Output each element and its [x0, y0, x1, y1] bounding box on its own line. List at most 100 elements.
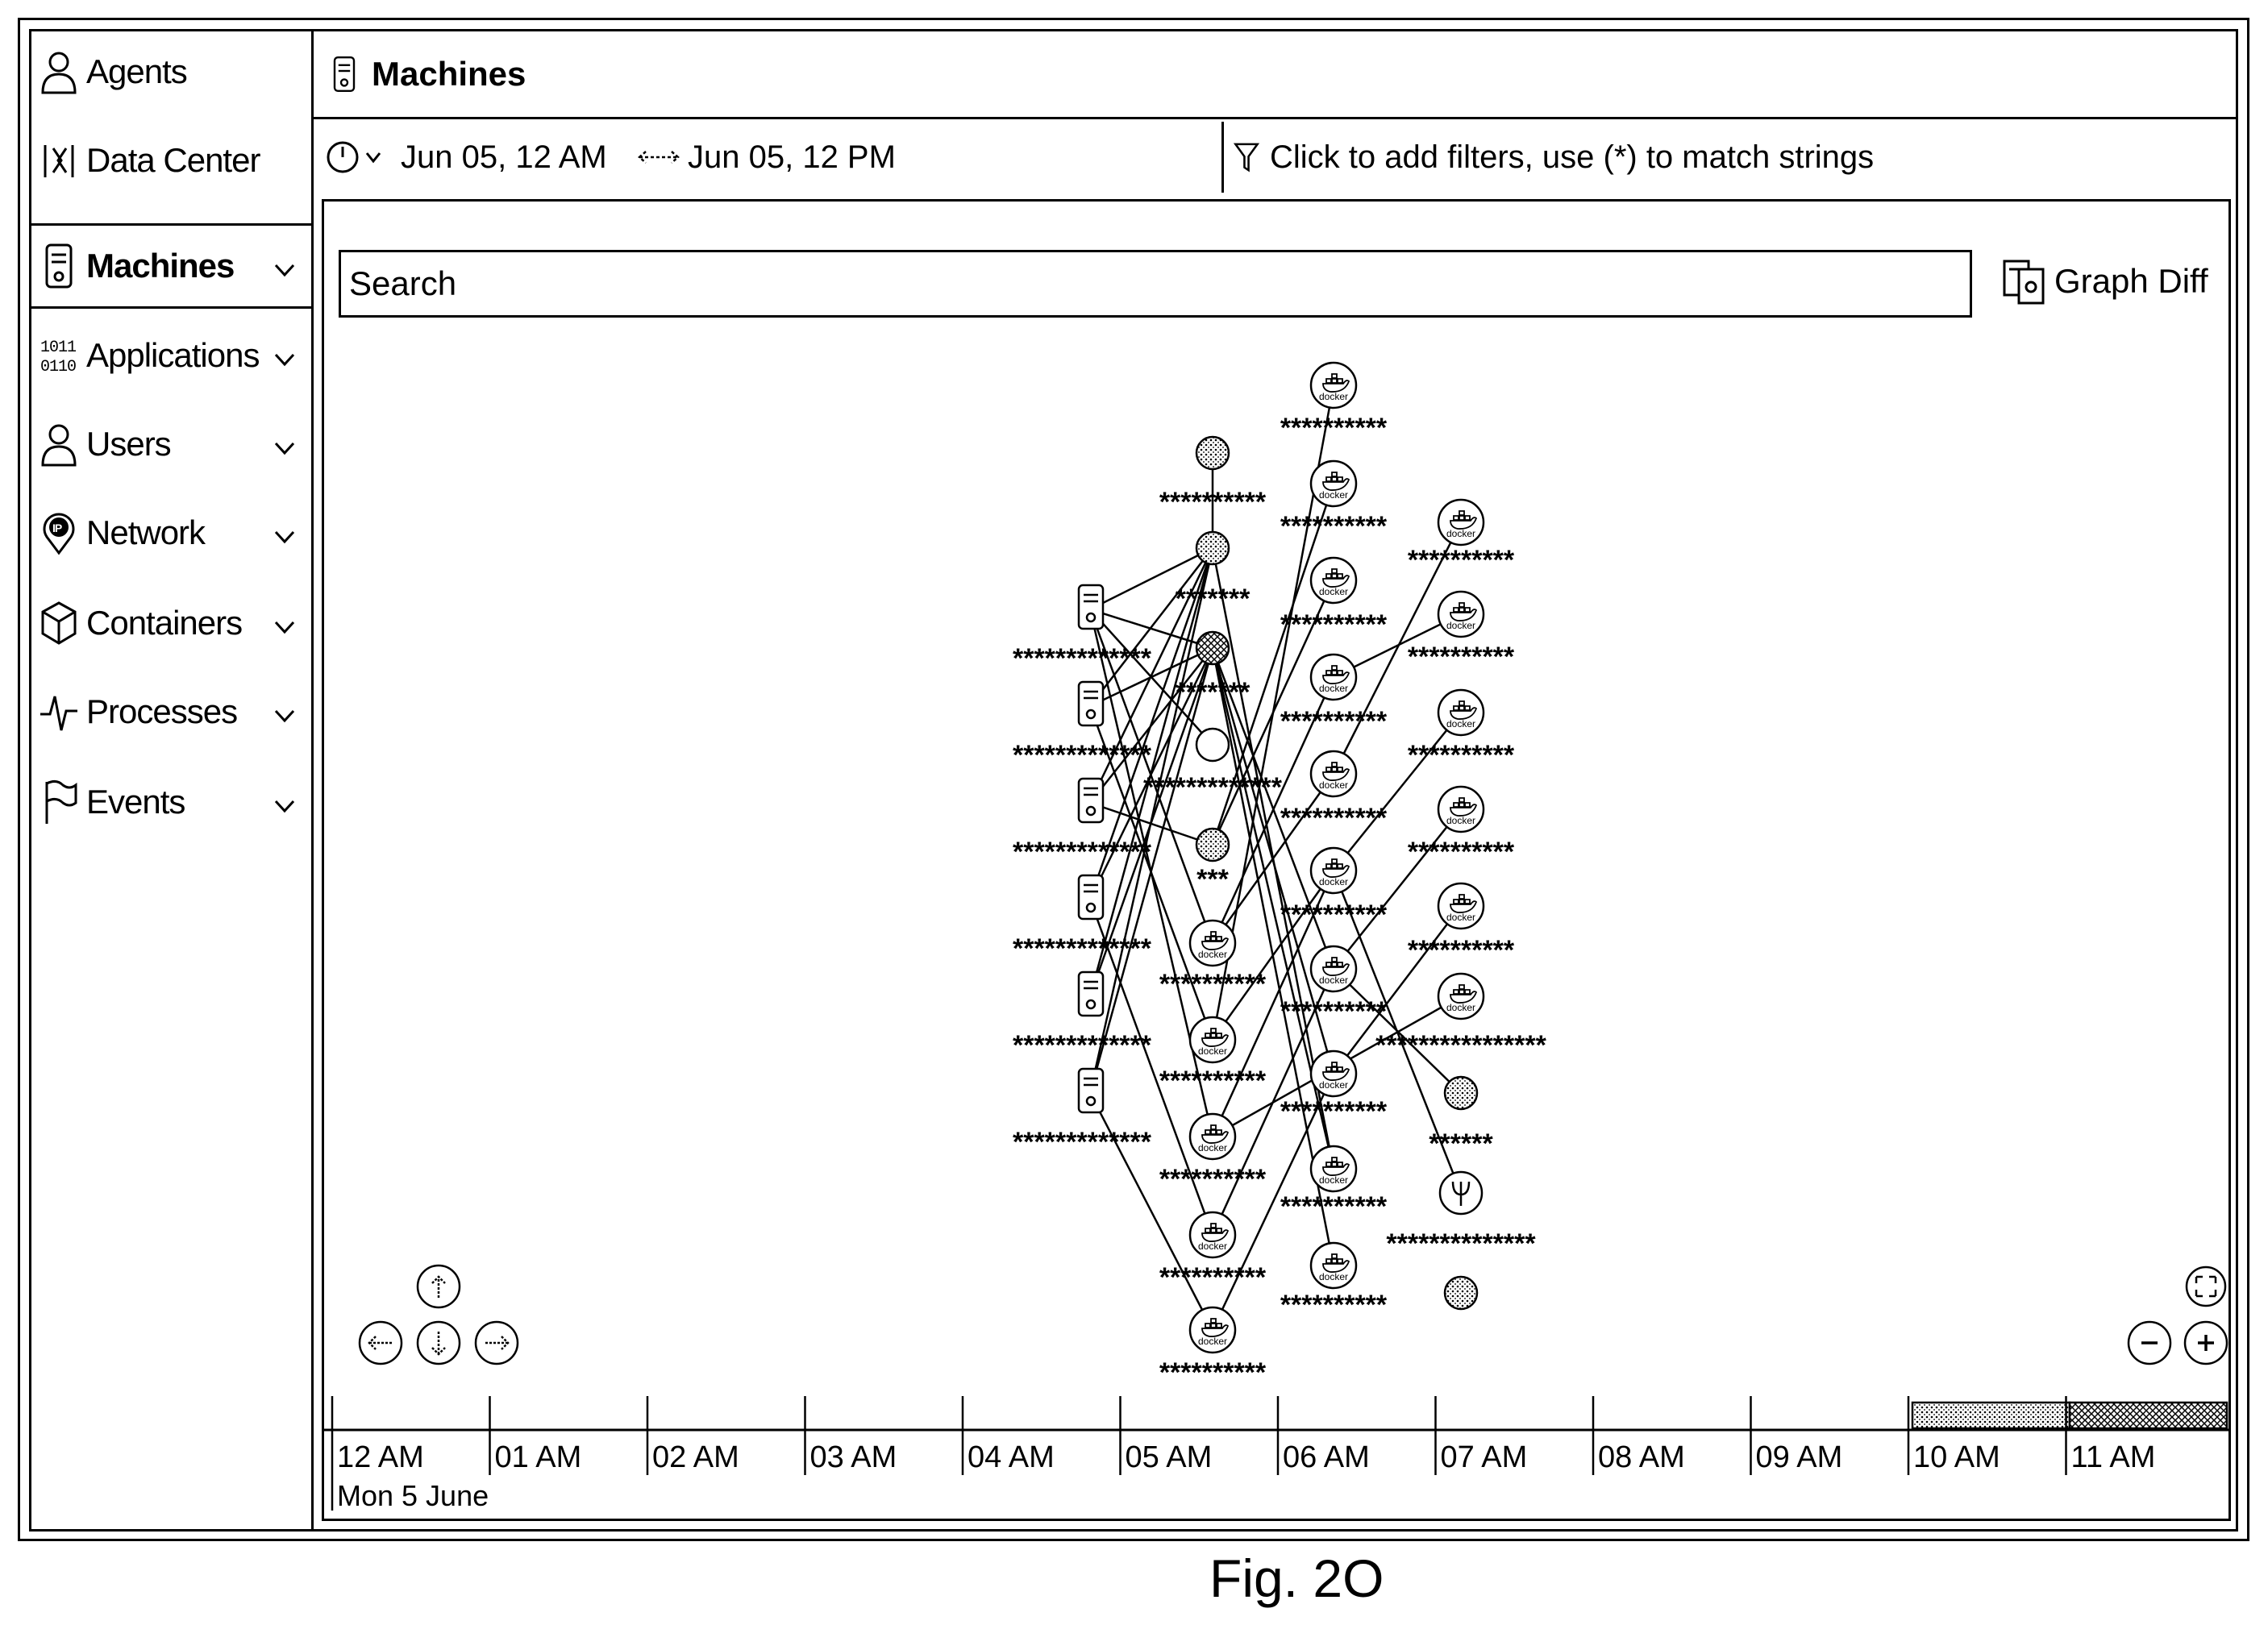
docker-node[interactable]: docker: [1309, 556, 1358, 605]
graph-canvas[interactable]: Graph Diff: [322, 199, 2231, 1521]
docker-node[interactable]: docker: [1437, 590, 1485, 638]
search-input[interactable]: [339, 250, 1972, 318]
docker-node[interactable]: docker: [1309, 653, 1358, 701]
timeline-tick-label[interactable]: 12 AM: [337, 1440, 424, 1474]
clock-dropdown-icon[interactable]: [325, 137, 389, 177]
process-nodes[interactable]: [1195, 435, 1484, 1311]
machine-node[interactable]: [1077, 584, 1105, 630]
timeline-tick-label[interactable]: 11 AM: [2071, 1440, 2156, 1474]
timeline-tick-label[interactable]: 06 AM: [1283, 1440, 1370, 1474]
sidebar-item-network[interactable]: IP Network: [31, 492, 311, 573]
node-label: **********: [1159, 1066, 1267, 1096]
chevron-down-icon[interactable]: [274, 425, 306, 463]
chevron-down-icon[interactable]: [274, 513, 306, 552]
sidebar-item-users[interactable]: Users: [31, 404, 311, 484]
process-node[interactable]: [1195, 435, 1230, 471]
docker-node[interactable]: docker: [1309, 1049, 1358, 1098]
docker-node[interactable]: docker: [1309, 945, 1358, 993]
zoom-in-button[interactable]: [2183, 1320, 2228, 1365]
timeline-tick-label[interactable]: 02 AM: [652, 1440, 739, 1474]
timeline-tick-label[interactable]: 04 AM: [968, 1440, 1055, 1474]
docker-whale-icon: [1450, 984, 1478, 1004]
fit-screen-button[interactable]: [2185, 1266, 2227, 1307]
sidebar-item-agents[interactable]: Agents: [31, 31, 311, 112]
timeline-selection-11am[interactable]: [2068, 1401, 2228, 1430]
timeline-tick-label[interactable]: 08 AM: [1598, 1440, 1685, 1474]
time-range-start[interactable]: Jun 05, 12 AM: [325, 117, 607, 197]
pan-right-button[interactable]: [474, 1320, 519, 1365]
sidebar-item-events[interactable]: Events: [31, 762, 311, 842]
machine-graph[interactable]: docker docker docker docker docker docker dock…: [324, 202, 2228, 1519]
sidebar-item-containers[interactable]: Containers: [31, 583, 311, 663]
docker-whale-icon: [1450, 797, 1478, 817]
filter-bar: Jun 05, 12 AM Jun 05, 12 PM Click to add…: [314, 117, 2236, 197]
docker-node[interactable]: docker: [1437, 498, 1485, 547]
docker-node[interactable]: docker: [1437, 785, 1485, 833]
machine-node[interactable]: [1077, 680, 1105, 727]
docker-node[interactable]: docker: [1309, 1241, 1358, 1290]
docker-node[interactable]: docker: [1309, 1145, 1358, 1193]
trident-node[interactable]: [1438, 1170, 1484, 1216]
docker-node[interactable]: docker: [1188, 1211, 1237, 1259]
graph-diff-button[interactable]: Graph Diff: [2001, 258, 2208, 305]
docker-whale-icon: [1201, 1318, 1230, 1337]
docker-node[interactable]: docker: [1188, 1112, 1237, 1161]
chevron-down-icon[interactable]: [274, 247, 306, 285]
pan-down-button[interactable]: [416, 1320, 461, 1365]
machine-node[interactable]: [1077, 777, 1105, 824]
docker-node[interactable]: docker: [1437, 972, 1485, 1020]
machine-node[interactable]: [1077, 970, 1105, 1017]
chevron-down-icon[interactable]: [274, 783, 306, 821]
node-label: ******: [1429, 1128, 1493, 1159]
process-node[interactable]: [1443, 1275, 1479, 1311]
process-node[interactable]: [1195, 827, 1230, 862]
docker-node[interactable]: docker: [1309, 459, 1358, 508]
time-range-end[interactable]: Jun 05, 12 PM: [636, 117, 896, 197]
timeline-tick-label[interactable]: 03 AM: [810, 1440, 897, 1474]
machine-node[interactable]: [1077, 874, 1105, 921]
timeline-tick-label[interactable]: 09 AM: [1756, 1440, 1843, 1474]
timeline-tick-label[interactable]: 10 AM: [1913, 1440, 2000, 1474]
pan-controls[interactable]: [358, 1264, 519, 1365]
docker-label: docker: [1319, 876, 1348, 887]
docker-nodes[interactable]: docker docker docker docker docker docker dock…: [1188, 361, 1485, 1354]
timeline-tick-label[interactable]: 05 AM: [1126, 1440, 1213, 1474]
timeline[interactable]: Mon 5 June 12 AM 01 AM 02 AM 03 AM 04 AM 05 A…: [324, 1396, 2228, 1512]
zoom-out-button[interactable]: [2127, 1320, 2172, 1365]
docker-node[interactable]: docker: [1437, 882, 1485, 930]
pan-up-button[interactable]: [416, 1264, 461, 1309]
node-label: **********: [1408, 642, 1515, 672]
process-node[interactable]: [1195, 530, 1230, 566]
chevron-down-icon[interactable]: [274, 336, 306, 375]
docker-node[interactable]: docker: [1188, 1306, 1237, 1354]
process-node[interactable]: [1195, 727, 1230, 763]
node-label: *************: [1013, 837, 1152, 867]
docker-node[interactable]: docker: [1188, 1016, 1237, 1064]
docker-node[interactable]: docker: [1309, 361, 1358, 409]
sidebar-item-processes[interactable]: Processes: [31, 671, 311, 752]
zoom-controls[interactable]: [2127, 1266, 2228, 1365]
node-label: **********: [1280, 1290, 1388, 1320]
sidebar-item-data-center[interactable]: Data Center: [31, 120, 311, 201]
sidebar-item-machines[interactable]: Machines: [31, 223, 311, 309]
filter-input[interactable]: Click to add filters, use (*) to match s…: [1233, 117, 1874, 197]
machine-node[interactable]: [1077, 1067, 1105, 1114]
docker-node[interactable]: docker: [1309, 750, 1358, 798]
docker-node[interactable]: docker: [1188, 919, 1237, 967]
docker-node[interactable]: docker: [1309, 846, 1358, 895]
process-node[interactable]: [1195, 630, 1230, 666]
process-node[interactable]: [1443, 1075, 1479, 1111]
chevron-down-icon[interactable]: [274, 604, 306, 642]
chevron-down-icon[interactable]: [274, 692, 306, 731]
docker-node[interactable]: docker: [1437, 688, 1485, 737]
timeline-tick-label[interactable]: 01 AM: [495, 1440, 582, 1474]
node-label: **********: [1280, 511, 1388, 542]
timeline-tick-label[interactable]: 07 AM: [1441, 1440, 1528, 1474]
node-labels: ********** ********** ********** *******…: [1013, 413, 1547, 1388]
svg-text:1011: 1011: [40, 339, 77, 357]
pan-left-button[interactable]: [358, 1320, 403, 1365]
machine-nodes[interactable]: [1077, 584, 1105, 1114]
timeline-selection-10am[interactable]: [1911, 1401, 2071, 1430]
node-label: *************: [1013, 1030, 1152, 1061]
sidebar-item-applications[interactable]: 1011 0110 Applications: [31, 315, 311, 396]
